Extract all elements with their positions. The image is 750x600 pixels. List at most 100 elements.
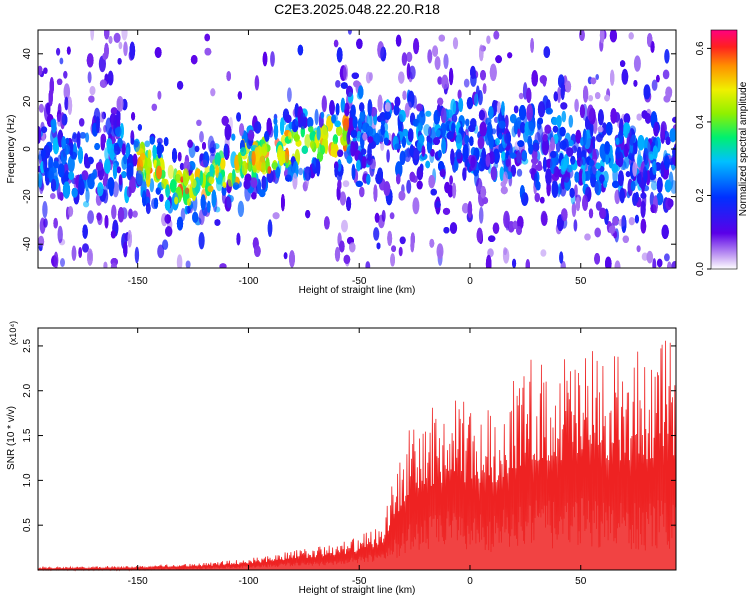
spectrogram-cell <box>43 67 48 74</box>
spectrogram-cell <box>615 137 620 145</box>
spectrogram-cell <box>121 30 128 41</box>
spectrogram-cell <box>618 170 624 186</box>
spectrogram-cell <box>106 138 113 150</box>
spectrogram-cell <box>204 33 210 42</box>
spectrogram-cell <box>395 161 403 178</box>
spectrogram-cell <box>267 166 272 174</box>
spectrogram-cell <box>320 145 326 155</box>
spectrogram-cell <box>220 157 226 170</box>
spectrogram-cell <box>78 118 85 127</box>
spectrogram-cell <box>574 98 579 113</box>
spectrogram-cell <box>458 98 464 112</box>
spectrogram-cell <box>610 69 615 86</box>
spectrogram-cell <box>310 139 315 150</box>
spectrogram-cell <box>339 65 347 81</box>
spectrogram-cell <box>38 172 43 188</box>
spectrogram-cell <box>526 104 533 122</box>
spectrogram-cell <box>293 133 300 142</box>
spectrogram-cell <box>447 184 454 198</box>
spectrogram-cell <box>53 217 58 229</box>
spectrogram-cell <box>51 118 57 133</box>
spectrogram-cell <box>334 246 341 262</box>
spectrogram-cell <box>237 200 245 217</box>
spectrogram-cell <box>622 161 627 171</box>
snr-y-tick-label: 2.0 <box>22 383 33 397</box>
spectrogram-cell <box>437 76 443 85</box>
spectrogram-cell <box>128 208 133 219</box>
spectrogram-cell <box>571 201 577 217</box>
spectrogram-cell <box>470 118 477 129</box>
spectrogram-cell <box>177 80 184 90</box>
spectrogram-cell <box>332 134 338 145</box>
spectrogram-cell <box>495 55 502 64</box>
spectrogram-cell <box>425 110 432 117</box>
spectrogram-cell <box>408 65 416 80</box>
spectrogram-cell <box>41 148 46 159</box>
spectrogram-cell <box>291 119 299 133</box>
spectrogram-cell <box>557 87 561 103</box>
spectrogram-cell <box>449 222 458 234</box>
spectrogram-cell <box>671 261 676 268</box>
spectrogram-cell <box>377 94 383 112</box>
spectrogram-cell <box>485 153 491 167</box>
spectrogram-cell <box>121 171 127 179</box>
spectrogram-cell <box>398 190 406 201</box>
spectrogram-cell <box>628 32 634 40</box>
snr-series <box>37 340 677 572</box>
spectrogram-cell <box>335 80 341 88</box>
snr-x-tick-label: -150 <box>128 576 148 587</box>
spectrogram-cell <box>669 128 676 143</box>
spectrogram-cell <box>297 44 304 56</box>
spectrogram-cell <box>537 101 546 118</box>
spectrogram-cell <box>385 102 391 112</box>
spectrogram-cell <box>399 150 406 165</box>
spectrogram-cell <box>353 80 360 88</box>
spectrogram-cell <box>224 196 232 212</box>
spectrogram-cell <box>63 83 71 101</box>
spectrogram-cell <box>87 210 94 224</box>
spectrogram-cell <box>144 140 151 148</box>
spectrogram-cell <box>406 179 412 194</box>
spectrogram-cell <box>119 122 124 139</box>
spectrogram-cell <box>38 243 43 252</box>
spectrogram-cell <box>118 41 123 50</box>
spectrogram-cell <box>455 132 463 150</box>
spectrogram-cell <box>576 157 583 167</box>
spectrogram-cell <box>559 126 566 137</box>
spectrogram-cell <box>389 212 395 220</box>
spectrogram-cell <box>664 253 670 262</box>
spectrogram-cell <box>61 113 68 126</box>
spectrogram-cell <box>672 116 676 123</box>
spectrogram-cell <box>625 171 631 178</box>
spectrogram-cell <box>302 181 308 192</box>
snr-x-tick-label: 0 <box>467 576 473 587</box>
spectrogram-cell <box>200 194 206 211</box>
spectrogram-cell <box>648 151 655 161</box>
spectrogram-cell <box>519 105 526 121</box>
spectrogram-cell <box>637 173 641 185</box>
spectrogram-cell <box>628 128 636 146</box>
spectrogram-cell <box>409 144 414 157</box>
spectrogram-cell <box>418 110 426 126</box>
spectrogram-cell <box>576 197 580 212</box>
spectrogram-cell <box>292 172 298 190</box>
spectrogram-cell <box>410 239 415 253</box>
spectrogram-cell <box>254 121 262 134</box>
spectrogram-cell <box>42 201 48 219</box>
spectrogram-cell <box>563 171 570 183</box>
spectrogram-cell <box>207 185 214 193</box>
spectrogram-cell <box>343 254 351 264</box>
spectrogram-cell <box>476 227 483 243</box>
spectrogram-cell <box>275 166 281 179</box>
spectrogram-cell <box>56 78 63 86</box>
spectrogram-cell <box>298 167 304 176</box>
spectrogram-cell <box>117 207 125 223</box>
spectrogram-cell <box>588 208 594 219</box>
spectrogram-cell <box>60 258 65 267</box>
spectrogram-cell <box>594 179 602 196</box>
spectrogram-cell <box>661 224 669 239</box>
spectrogram-cell <box>87 248 93 266</box>
spectrogram-cell <box>455 148 462 160</box>
spectrogram-cell <box>640 200 646 218</box>
spectrogram-cell <box>284 147 290 164</box>
